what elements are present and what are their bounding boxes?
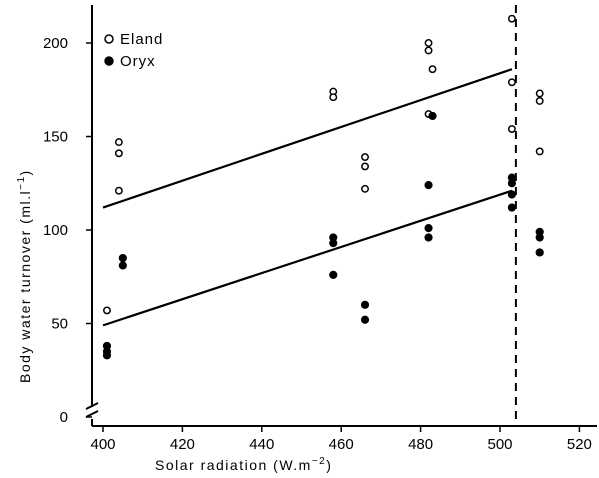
data-point-oryx — [428, 111, 437, 121]
regression-line-oryx — [102, 189, 513, 327]
data-point-eland — [361, 184, 369, 193]
data-point-oryx — [329, 270, 338, 279]
data-point-oryx — [424, 233, 433, 242]
x-tick-label: 400 — [90, 436, 115, 453]
data-point-eland — [424, 39, 433, 47]
y-tick-label: 200 — [43, 35, 68, 52]
regression-lines — [102, 68, 513, 327]
x-ticks: 400 420 440 460 480 500 520 — [90, 426, 592, 453]
data-points — [102, 14, 544, 360]
legend: Eland Oryx — [104, 31, 163, 70]
x-tick-label: 440 — [249, 436, 274, 453]
data-point-oryx — [118, 261, 127, 270]
regression-line-eland — [102, 68, 513, 209]
data-point-oryx — [424, 224, 433, 233]
data-point-oryx — [424, 181, 433, 190]
axes — [85, 5, 597, 427]
y-tick-label: 100 — [43, 222, 68, 239]
axis-break-mark — [85, 402, 99, 418]
y-axis-title: Body water turnover (ml.l−1) — [16, 169, 33, 383]
y-ticks: 0 50 100 150 200 — [43, 35, 92, 426]
data-point-eland — [114, 138, 123, 147]
data-point-eland — [428, 65, 437, 74]
data-point-eland — [507, 78, 516, 87]
data-point-eland — [114, 149, 123, 158]
x-axis-title: Solar radiation (W.m−2) — [155, 456, 332, 473]
data-point-oryx — [360, 300, 370, 309]
legend-label-eland: Eland — [120, 31, 163, 48]
data-point-eland — [535, 147, 544, 156]
data-point-eland — [361, 153, 369, 162]
data-point-eland — [507, 14, 516, 23]
x-tick-label: 520 — [567, 436, 592, 453]
y-tick-label: 50 — [51, 316, 68, 333]
legend-label-oryx: Oryx — [120, 53, 156, 70]
data-point-oryx — [507, 190, 517, 199]
data-point-oryx — [535, 248, 544, 257]
y-tick-label: 150 — [43, 129, 68, 146]
x-tick-label: 420 — [170, 436, 195, 453]
data-point-eland — [114, 186, 123, 195]
data-point-oryx — [507, 203, 517, 212]
legend-marker-eland — [104, 34, 114, 44]
data-point-oryx — [102, 351, 112, 360]
x-tick-label: 480 — [408, 436, 433, 453]
data-point-eland — [424, 46, 433, 55]
data-point-oryx — [329, 238, 338, 248]
data-point-eland — [535, 97, 544, 105]
data-point-eland — [103, 306, 111, 315]
data-point-eland — [507, 125, 516, 133]
data-point-eland — [361, 162, 369, 171]
data-point-oryx — [118, 253, 127, 263]
data-point-eland — [535, 89, 544, 98]
data-point-eland — [329, 93, 338, 102]
x-tick-label: 500 — [487, 436, 512, 453]
data-point-oryx — [507, 179, 517, 188]
legend-marker-oryx — [104, 56, 114, 66]
x-tick-label: 460 — [329, 436, 354, 453]
data-point-oryx — [535, 233, 544, 242]
data-point-oryx — [360, 315, 370, 324]
y-tick-label: 0 — [60, 409, 68, 426]
